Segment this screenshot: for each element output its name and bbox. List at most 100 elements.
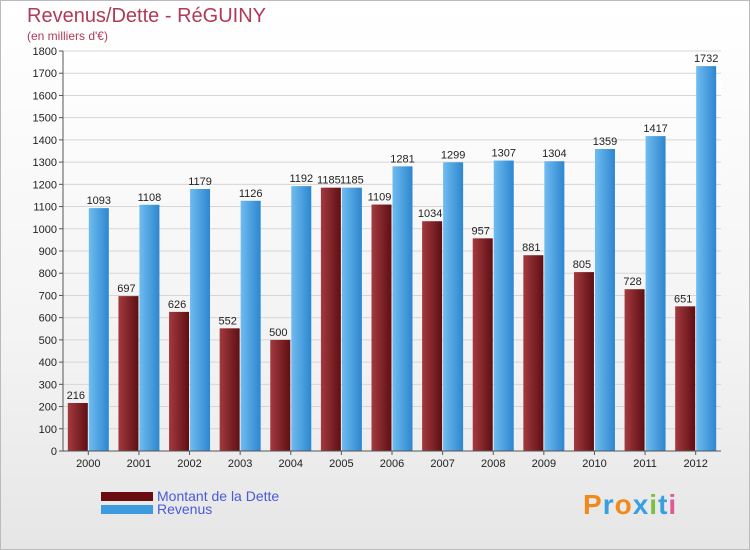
bar-revenus <box>240 200 261 451</box>
legend-swatch-dette <box>101 491 153 501</box>
bar-revenus <box>645 136 666 451</box>
data-label-revenus: 1179 <box>188 176 212 188</box>
y-tick-label: 900 <box>39 246 57 258</box>
logo-letter: t <box>658 489 669 520</box>
proxiti-logo: Proxiti <box>583 489 677 521</box>
x-tick-label: 2007 <box>430 458 454 470</box>
bar-dette <box>523 255 544 451</box>
data-label-dette: 216 <box>67 390 85 402</box>
chart-subtitle: (en milliers d'€) <box>27 29 108 43</box>
data-label-revenus: 1126 <box>239 188 263 200</box>
y-tick-label: 100 <box>39 424 57 436</box>
x-tick-label: 2002 <box>177 458 201 470</box>
x-tick-label: 2004 <box>279 458 303 470</box>
bar-dette <box>320 187 341 451</box>
y-tick-label: 700 <box>39 290 57 302</box>
data-label-revenus: 1281 <box>390 153 414 165</box>
bar-revenus <box>544 161 565 451</box>
data-label-revenus: 1093 <box>87 195 111 207</box>
bar-revenus <box>594 149 615 451</box>
y-tick-label: 1200 <box>33 179 57 191</box>
data-label-dette: 957 <box>472 225 490 237</box>
data-label-revenus: 1304 <box>542 148 566 160</box>
x-tick-label: 2011 <box>633 458 657 470</box>
x-tick-label: 2005 <box>329 458 353 470</box>
bar-dette <box>270 339 291 451</box>
bar-revenus <box>493 160 514 452</box>
logo-letter: x <box>632 489 650 520</box>
data-label-dette: 1109 <box>368 192 392 204</box>
data-label-dette: 626 <box>168 299 186 311</box>
chart-title: Revenus/Dette - RéGUINY <box>27 5 266 27</box>
y-tick-label: 1400 <box>33 135 57 147</box>
data-label-dette: 805 <box>573 259 591 271</box>
data-label-dette: 1185 <box>317 175 341 187</box>
x-tick-label: 2008 <box>481 458 505 470</box>
data-label-dette: 881 <box>522 242 540 254</box>
logo-letter: i <box>668 489 678 520</box>
x-tick-label: 2012 <box>683 458 707 470</box>
x-tick-label: 2001 <box>127 458 151 470</box>
data-label-revenus: 1359 <box>593 136 617 148</box>
y-tick-label: 1100 <box>33 202 57 214</box>
logo-letter: r <box>602 489 615 520</box>
legend-swatch-revenus <box>101 504 153 514</box>
y-tick-label: 1000 <box>33 224 57 236</box>
x-tick-label: 2000 <box>76 458 100 470</box>
y-tick-label: 0 <box>51 446 57 458</box>
bar-dette <box>67 403 88 451</box>
logo-letter: P <box>583 489 603 520</box>
bar-revenus <box>190 189 211 451</box>
bar-dette <box>624 289 645 451</box>
bar-dette <box>169 311 190 451</box>
x-tick-label: 2006 <box>380 458 404 470</box>
data-label-revenus: 1192 <box>289 173 313 185</box>
bar-dette <box>219 328 240 451</box>
bar-revenus <box>443 162 464 452</box>
legend-label-dette: Montant de la Dette <box>157 488 280 504</box>
y-tick-label: 1700 <box>33 68 57 80</box>
y-tick-label: 500 <box>39 335 57 347</box>
bar-dette <box>675 306 696 451</box>
legend-item-revenus: Revenus <box>101 502 212 516</box>
bar-revenus <box>88 208 109 451</box>
logo-letter: o <box>614 489 633 520</box>
bar-revenus <box>392 166 413 452</box>
bar-dette <box>118 296 139 451</box>
bar-dette <box>422 221 443 451</box>
bar-revenus <box>139 204 160 451</box>
bar-revenus <box>341 187 362 451</box>
bar-revenus <box>696 66 717 451</box>
y-tick-label: 1300 <box>33 157 57 169</box>
y-tick-label: 400 <box>39 357 57 369</box>
y-tick-label: 200 <box>39 402 57 414</box>
y-tick-label: 600 <box>39 313 57 325</box>
bar-dette <box>371 204 392 451</box>
data-label-dette: 728 <box>623 276 641 288</box>
data-label-revenus: 1299 <box>441 149 465 161</box>
x-tick-label: 2010 <box>582 458 606 470</box>
y-tick-label: 1800 <box>33 46 57 58</box>
data-label-dette: 1034 <box>418 208 442 220</box>
y-tick-label: 1600 <box>33 90 57 102</box>
data-label-revenus: 1108 <box>138 192 162 204</box>
data-label-revenus: 1185 <box>340 175 364 187</box>
data-label-revenus: 1307 <box>491 148 515 160</box>
data-label-dette: 697 <box>117 283 135 295</box>
legend-label-revenus: Revenus <box>157 501 213 517</box>
bar-dette <box>573 272 594 451</box>
legend-item-dette: Montant de la Dette <box>101 489 279 503</box>
y-tick-label: 1500 <box>33 113 57 125</box>
data-label-dette: 651 <box>674 293 692 305</box>
data-label-dette: 552 <box>218 315 236 327</box>
data-label-revenus: 1417 <box>643 123 667 135</box>
y-tick-label: 800 <box>39 268 57 280</box>
logo-letter: i <box>649 489 659 520</box>
data-label-dette: 500 <box>269 327 287 339</box>
y-tick-label: 300 <box>39 379 57 391</box>
x-tick-label: 2003 <box>228 458 252 470</box>
bar-dette <box>472 238 493 451</box>
x-tick-label: 2009 <box>532 458 556 470</box>
